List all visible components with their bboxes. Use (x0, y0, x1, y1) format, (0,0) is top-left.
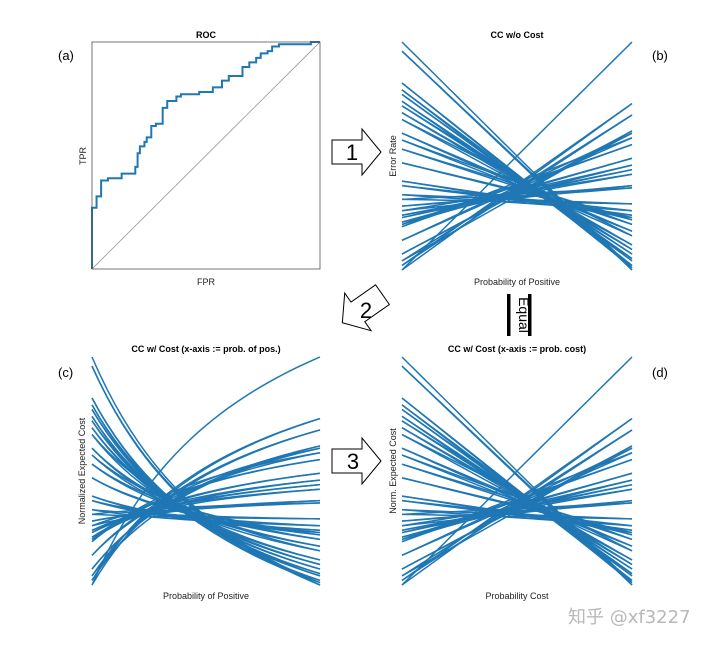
arrow-3-shape (331, 436, 382, 486)
panel-a-letter: (a) (58, 48, 74, 63)
panel-b-cost-line (401, 198, 633, 205)
equal-label: Equal (516, 297, 532, 333)
arrow-1: 1 (331, 127, 382, 177)
panel-d-cost-line (401, 429, 633, 577)
arrow-3-label: 3 (347, 449, 359, 474)
panel-b-cost-line (401, 41, 633, 271)
panel-b-letter: (b) (652, 48, 668, 63)
arrow-2-shape (341, 284, 391, 332)
panel-d-title: CC w/ Cost (x-axis := prob. cost) (448, 344, 586, 354)
roc-curve-group (91, 41, 320, 269)
panel-b-cost-line (401, 132, 633, 237)
panel-d-cost-line (401, 488, 633, 532)
panel-b-cost-line (401, 112, 633, 251)
panel-d: (d) CC w/ Cost (x-axis := prob. cost) Pr… (388, 344, 668, 601)
panel-b-cost-line (401, 82, 633, 269)
roc-diagonal-line (91, 41, 321, 270)
equal-bar-right (528, 294, 532, 336)
panel-c-lines (91, 356, 321, 586)
panel-d-xlabel: Probability Cost (485, 591, 549, 601)
panel-a-title: ROC (196, 30, 217, 40)
panel-c-cost-line (91, 454, 321, 541)
panel-b-cost-line (401, 118, 633, 246)
panel-d-cost-line (401, 452, 633, 557)
panel-b-title: CC w/o Cost (491, 30, 544, 40)
panel-b-cost-line (401, 137, 633, 242)
arrow-2-label: 2 (360, 298, 372, 323)
panel-b-xlabel: Probability of Positive (474, 277, 560, 287)
panel-b: (b) CC w/o Cost Probability of Positive … (388, 30, 668, 287)
panel-d-cost-line (401, 433, 633, 561)
panel-d-cost-line (401, 356, 633, 586)
panel-d-ylabel: Norm. Expected Cost (388, 428, 398, 514)
roc-curve-line (91, 41, 320, 269)
panel-d-cost-line (401, 488, 633, 527)
panel-c-cost-line (91, 415, 321, 570)
panel-b-cost-line (401, 187, 633, 207)
panel-c-cost-line (91, 447, 321, 556)
panel-d-cost-line (401, 502, 633, 522)
roc-diagonal-group (91, 41, 321, 270)
panel-b-lines (401, 41, 633, 271)
panel-d-cost-line (401, 463, 633, 541)
panel-c-cost-line (91, 356, 321, 586)
panel-b-cost-line (401, 173, 633, 217)
panel-c-ylabel: Normalized Expected Cost (77, 417, 87, 524)
panel-c-title: CC w/ Cost (x-axis := prob. of pos.) (131, 344, 280, 354)
panel-c-letter: (c) (58, 365, 73, 380)
arrow-1-label: 1 (346, 140, 358, 165)
panel-a-ylabel: TPR (78, 146, 88, 165)
panel-d-cost-line (401, 513, 633, 520)
panel-c: (c) CC w/ Cost (x-axis := prob. of pos.)… (58, 344, 321, 601)
panel-d-cost-line (401, 397, 633, 584)
panel-d-letter: (d) (652, 365, 668, 380)
panel-b-ylabel: Error Rate (388, 135, 398, 177)
panel-b-cost-line (401, 114, 633, 262)
panel-b-cost-line (401, 148, 633, 226)
arrow-1-shape (331, 127, 382, 177)
panel-a-xlabel: FPR (197, 277, 216, 287)
panel-b-cost-line (401, 173, 633, 212)
arrow-2 (341, 284, 391, 332)
arrow-3: 3 (331, 436, 382, 486)
panel-c-xlabel: Probability of Positive (163, 591, 249, 601)
panel-d-cost-line (401, 447, 633, 552)
panel-d-cost-line (401, 365, 633, 586)
panel-d-cost-line (401, 427, 633, 566)
equal-bar-left (507, 294, 511, 336)
equal-sign: Equal (507, 294, 532, 336)
panel-a: (a) ROC FPR TPR (58, 30, 321, 287)
watermark: 知乎 @xf3227 (568, 607, 691, 628)
panel-a-frame (91, 41, 321, 270)
panel-b-cost-line (401, 50, 633, 271)
panel-c-cost-line (91, 404, 321, 577)
panel-d-lines (401, 356, 633, 586)
